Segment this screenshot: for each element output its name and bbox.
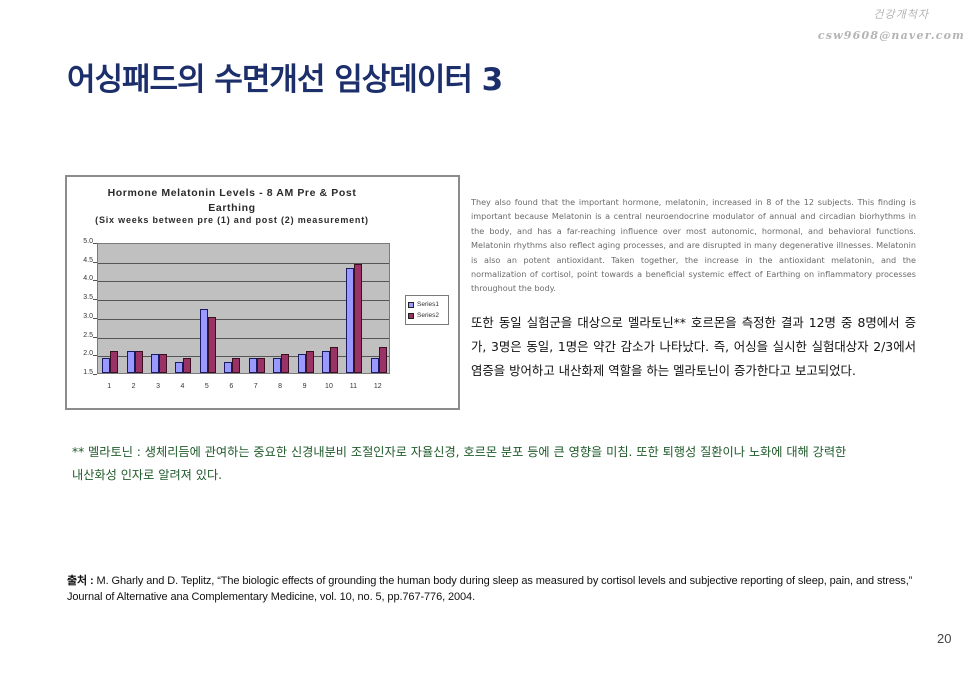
legend-item-series1: Series1 [408,299,446,310]
y-tick-label: 1.5 [83,369,93,376]
english-paragraph: They also found that the important hormo… [471,197,916,294]
bar-series1-4 [175,361,184,373]
chart-subtitle: (Six weeks between pre (1) and post (2) … [95,215,369,225]
gridline [98,281,389,283]
bar-series2-11 [354,264,363,373]
gridline [98,337,389,339]
watermark: 건강개척자 csw9608@naver.com [818,6,965,42]
source-citation: 출처 : M. Gharly and D. Teplitz, “The biol… [67,573,917,605]
y-tick-mark [93,261,97,263]
bar-series2-6 [232,358,241,373]
footnote: ** 멜라토닌 : 생체리듬에 관여하는 중요한 신경내분비 조절인자로 자율신… [72,441,912,487]
footnote-line2: 내산화성 인자로 알려져 있다. [72,468,223,482]
gridline [98,356,389,358]
watermark-name: 건강개척자 [873,8,929,21]
gridline [98,318,389,320]
melatonin-bar-chart: Hormone Melatonin Levels - 8 AM Pre & Po… [65,175,460,410]
bar-series2-3 [159,354,168,373]
watermark-email: csw9608@naver.com [817,29,965,42]
bar-series2-12 [378,346,387,373]
x-tick-label: 11 [349,383,358,390]
y-tick-label: 3.0 [83,312,93,320]
bar-series1-5 [199,309,208,373]
chart-title-line2: Earthing [208,202,256,214]
bar-series2-2 [134,350,143,373]
bar-series2-4 [183,358,192,373]
x-tick-label: 12 [373,383,382,390]
series1-swatch-icon [408,301,414,308]
bar-series2-5 [207,316,216,373]
y-tick-label: 3.5 [83,294,93,302]
legend-label: Series1 [417,301,440,308]
y-tick-label: 4.0 [83,275,93,283]
legend-label: Series2 [417,312,440,319]
y-tick-mark [93,280,97,282]
y-tick-mark [93,374,97,375]
bar-series2-1 [110,350,119,373]
korean-paragraph: 또한 동일 실험군을 대상으로 멜라토닌** 호르몬을 측정한 결과 12명 중… [471,315,916,378]
y-tick-label: 2.0 [83,350,93,358]
bar-series1-9 [297,354,306,373]
bar-series2-8 [281,354,290,373]
bar-series1-6 [224,361,233,373]
bar-series2-7 [256,358,265,373]
gridline [98,262,389,264]
chart-title: Hormone Melatonin Levels - 8 AM Pre & Po… [67,186,397,216]
page-number: 20 [937,631,952,646]
y-tick-mark [93,299,97,301]
chart-legend: Series1 Series2 [405,295,449,325]
x-tick-label: 2 [131,383,136,390]
bar-series2-9 [305,350,314,373]
x-tick-label: 4 [180,383,185,390]
bar-series1-11 [346,268,355,373]
footnote-line1: ** 멜라토닌 : 생체리듬에 관여하는 중요한 신경내분비 조절인자로 자율신… [72,445,847,459]
bar-series1-12 [370,358,379,373]
x-tick-label: 1 [107,383,112,390]
y-tick-mark [93,317,97,319]
chart-title-line1: Hormone Melatonin Levels - 8 AM Pre & Po… [107,187,357,199]
citation-label: 출처 : [67,575,94,587]
bar-series1-3 [151,354,160,373]
y-tick-label: 4.5 [83,256,93,264]
y-tick-label: 5.0 [83,238,93,245]
citation-text: M. Gharly and D. Teplitz, “The biologic … [67,575,913,603]
legend-item-series2: Series2 [408,310,446,321]
x-tick-label: 10 [325,383,333,390]
y-tick-mark [93,336,97,338]
y-tick-label: 2.5 [83,331,93,339]
bar-series1-8 [273,358,282,373]
bar-series2-10 [329,346,338,373]
x-tick-label: 6 [229,383,234,390]
y-tick-mark [93,355,97,357]
x-tick-label: 7 [253,383,258,390]
series2-swatch-icon [408,312,414,319]
x-tick-label: 5 [204,383,209,390]
plot-area [97,243,390,374]
x-tick-label: 9 [302,383,307,390]
x-tick-label: 8 [278,383,283,390]
y-tick-mark [93,243,97,244]
bar-series1-1 [102,358,111,373]
gridline [98,300,389,302]
bar-series1-10 [321,350,330,373]
bar-series1-7 [248,358,257,373]
bar-series1-2 [126,350,135,373]
page-title: 어싱패드의 수면개선 임상데이터 3 [67,62,503,98]
x-tick-label: 3 [156,383,160,390]
